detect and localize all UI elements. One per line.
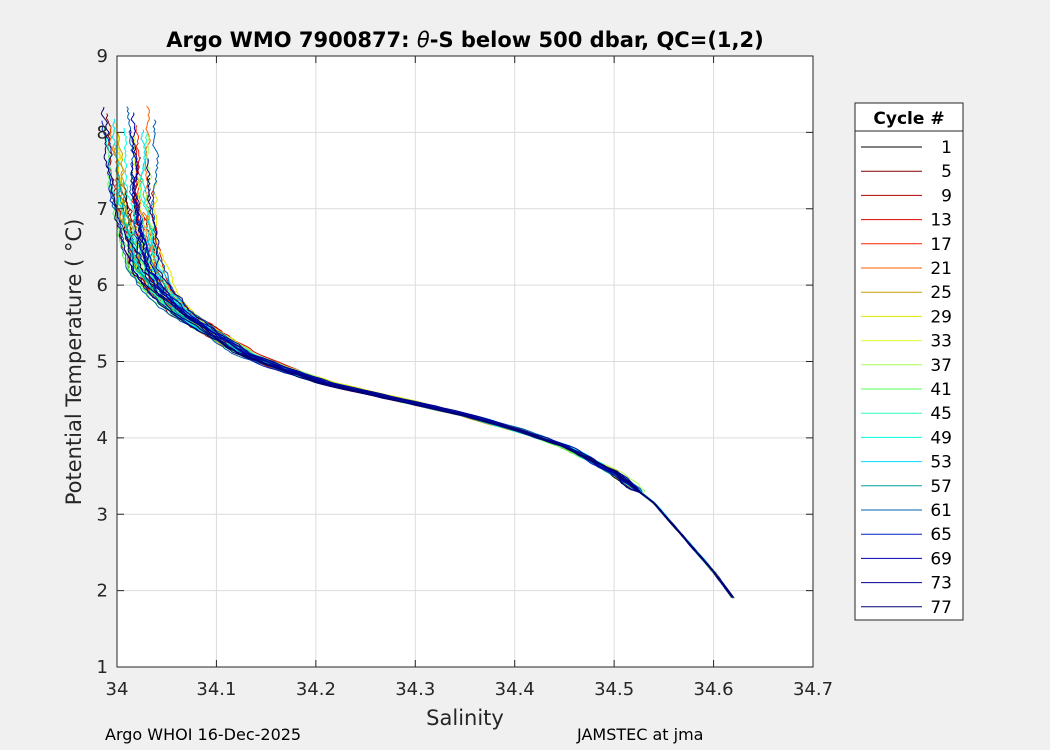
legend-label: 13 [930, 211, 952, 231]
legend-label: 37 [930, 356, 952, 376]
x-ticks: 34 34.1 34.2 34.3 34.4 34.5 34.6 34.7 [106, 56, 833, 700]
y-ticks: 1 2 3 4 5 6 7 8 9 [97, 46, 813, 678]
legend-label: 29 [930, 307, 952, 327]
y-tick-label: 6 [97, 275, 108, 296]
x-tick-label: 34.7 [793, 679, 833, 700]
legend-label: 9 [941, 186, 952, 206]
legend-label: 21 [930, 259, 952, 279]
chart-title: Argo WMO 7900877: θ-S below 500 dbar, QC… [166, 28, 763, 52]
legend-title: Cycle # [873, 109, 944, 129]
profile-line [122, 228, 733, 598]
profile-line [100, 106, 734, 598]
legend-label: 65 [930, 525, 952, 545]
legend-label: 49 [930, 428, 952, 448]
legend: Cycle # 1 5 9 13 17 21 25 29 33 37 41 45 49 53 57 61 65 6… [854, 102, 964, 621]
profile-lines [100, 105, 735, 599]
x-tick-label: 34.3 [395, 679, 435, 700]
legend-label: 69 [930, 549, 952, 569]
legend-entries: 1 5 9 13 17 21 25 29 33 37 41 45 49 53 57 61 65 69 73 77 [861, 138, 952, 618]
x-axis-label: Salinity [426, 706, 504, 730]
legend-label: 17 [930, 235, 952, 255]
y-axis-label: Potential Temperature ( °C) [62, 219, 86, 506]
x-tick-label: 34.2 [296, 679, 336, 700]
x-tick-label: 34.6 [694, 679, 734, 700]
legend-label: 1 [941, 138, 952, 158]
y-tick-label: 1 [97, 657, 108, 678]
y-tick-label: 5 [97, 352, 108, 373]
y-tick-label: 7 [97, 199, 108, 220]
legend-label: 77 [930, 598, 952, 618]
x-tick-label: 34.5 [594, 679, 634, 700]
legend-label: 45 [930, 404, 952, 424]
y-tick-label: 4 [97, 428, 108, 449]
legend-label: 61 [930, 501, 952, 521]
x-tick-label: 34.4 [495, 679, 535, 700]
footer-left: Argo WHOI 16-Dec-2025 [105, 725, 302, 744]
legend-label: 25 [930, 283, 952, 303]
legend-label: 57 [930, 477, 952, 497]
y-tick-label: 3 [97, 504, 108, 525]
legend-label: 5 [941, 162, 952, 182]
legend-label: 73 [930, 574, 952, 594]
legend-label: 33 [930, 332, 952, 352]
x-tick-label: 34 [106, 679, 129, 700]
y-tick-label: 9 [97, 46, 108, 67]
legend-label: 41 [930, 380, 952, 400]
footer-right: JAMSTEC at jma [577, 725, 704, 744]
legend-label: 53 [930, 453, 952, 473]
x-tick-label: 34.1 [196, 679, 236, 700]
y-tick-label: 8 [97, 122, 108, 143]
y-tick-label: 2 [97, 581, 108, 602]
